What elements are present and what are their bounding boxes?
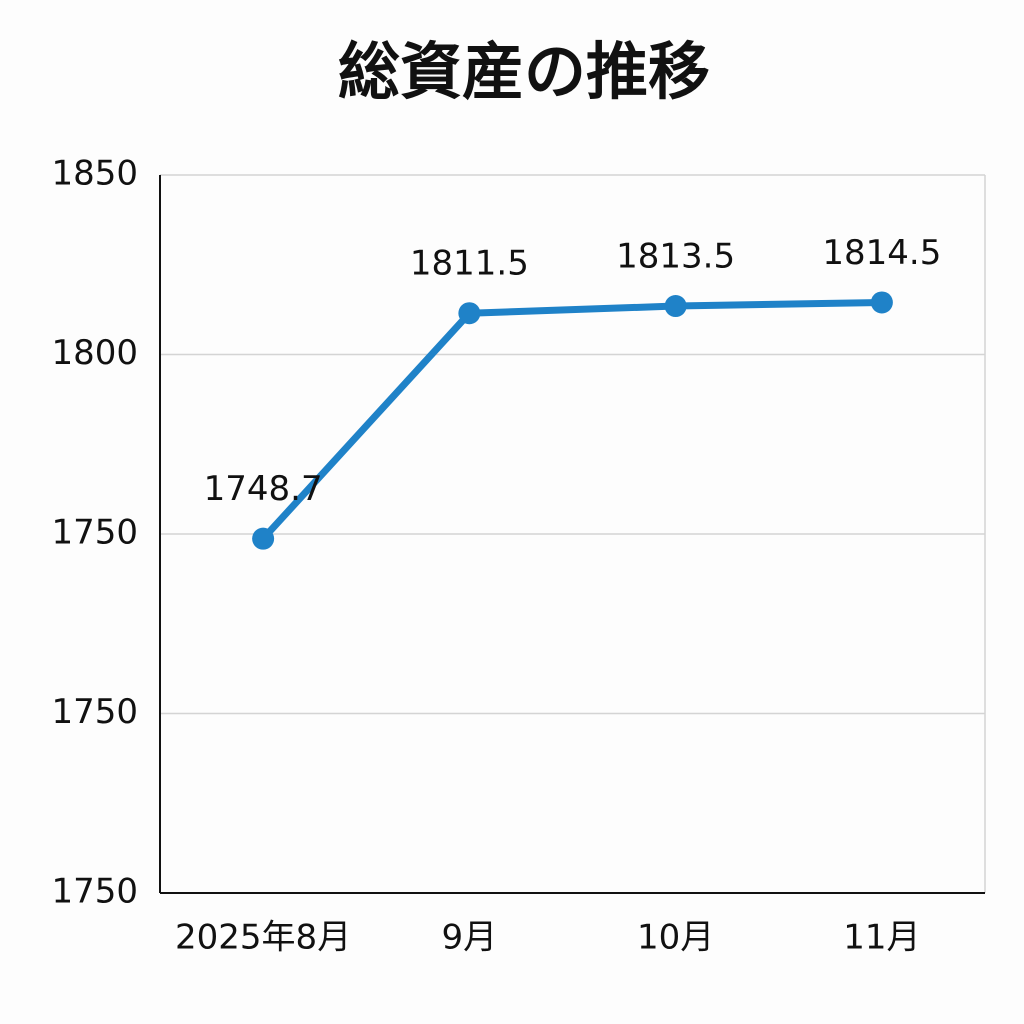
y-tick-label: 1850	[51, 154, 138, 194]
data-point	[458, 302, 481, 325]
y-tick-label: 1750	[51, 692, 138, 732]
x-tick-label: 11月	[843, 918, 920, 958]
data-point	[664, 295, 687, 318]
y-tick-label: 1750	[51, 513, 138, 553]
chart-title: 総資産の推移	[338, 35, 710, 108]
data-label: 1813.5	[616, 237, 735, 277]
y-tick-label: 1800	[51, 333, 138, 373]
data-label: 1748.7	[204, 469, 323, 509]
x-tick-label: 2025年8月	[175, 918, 351, 958]
data-point	[870, 291, 893, 314]
x-tick-label: 10月	[637, 918, 714, 958]
x-tick-label: 9月	[442, 918, 498, 958]
y-tick-label: 1750	[51, 872, 138, 912]
data-label: 1811.5	[410, 244, 529, 284]
data-label: 1814.5	[822, 233, 941, 273]
series-line	[260, 298, 882, 542]
data-point	[252, 527, 275, 550]
